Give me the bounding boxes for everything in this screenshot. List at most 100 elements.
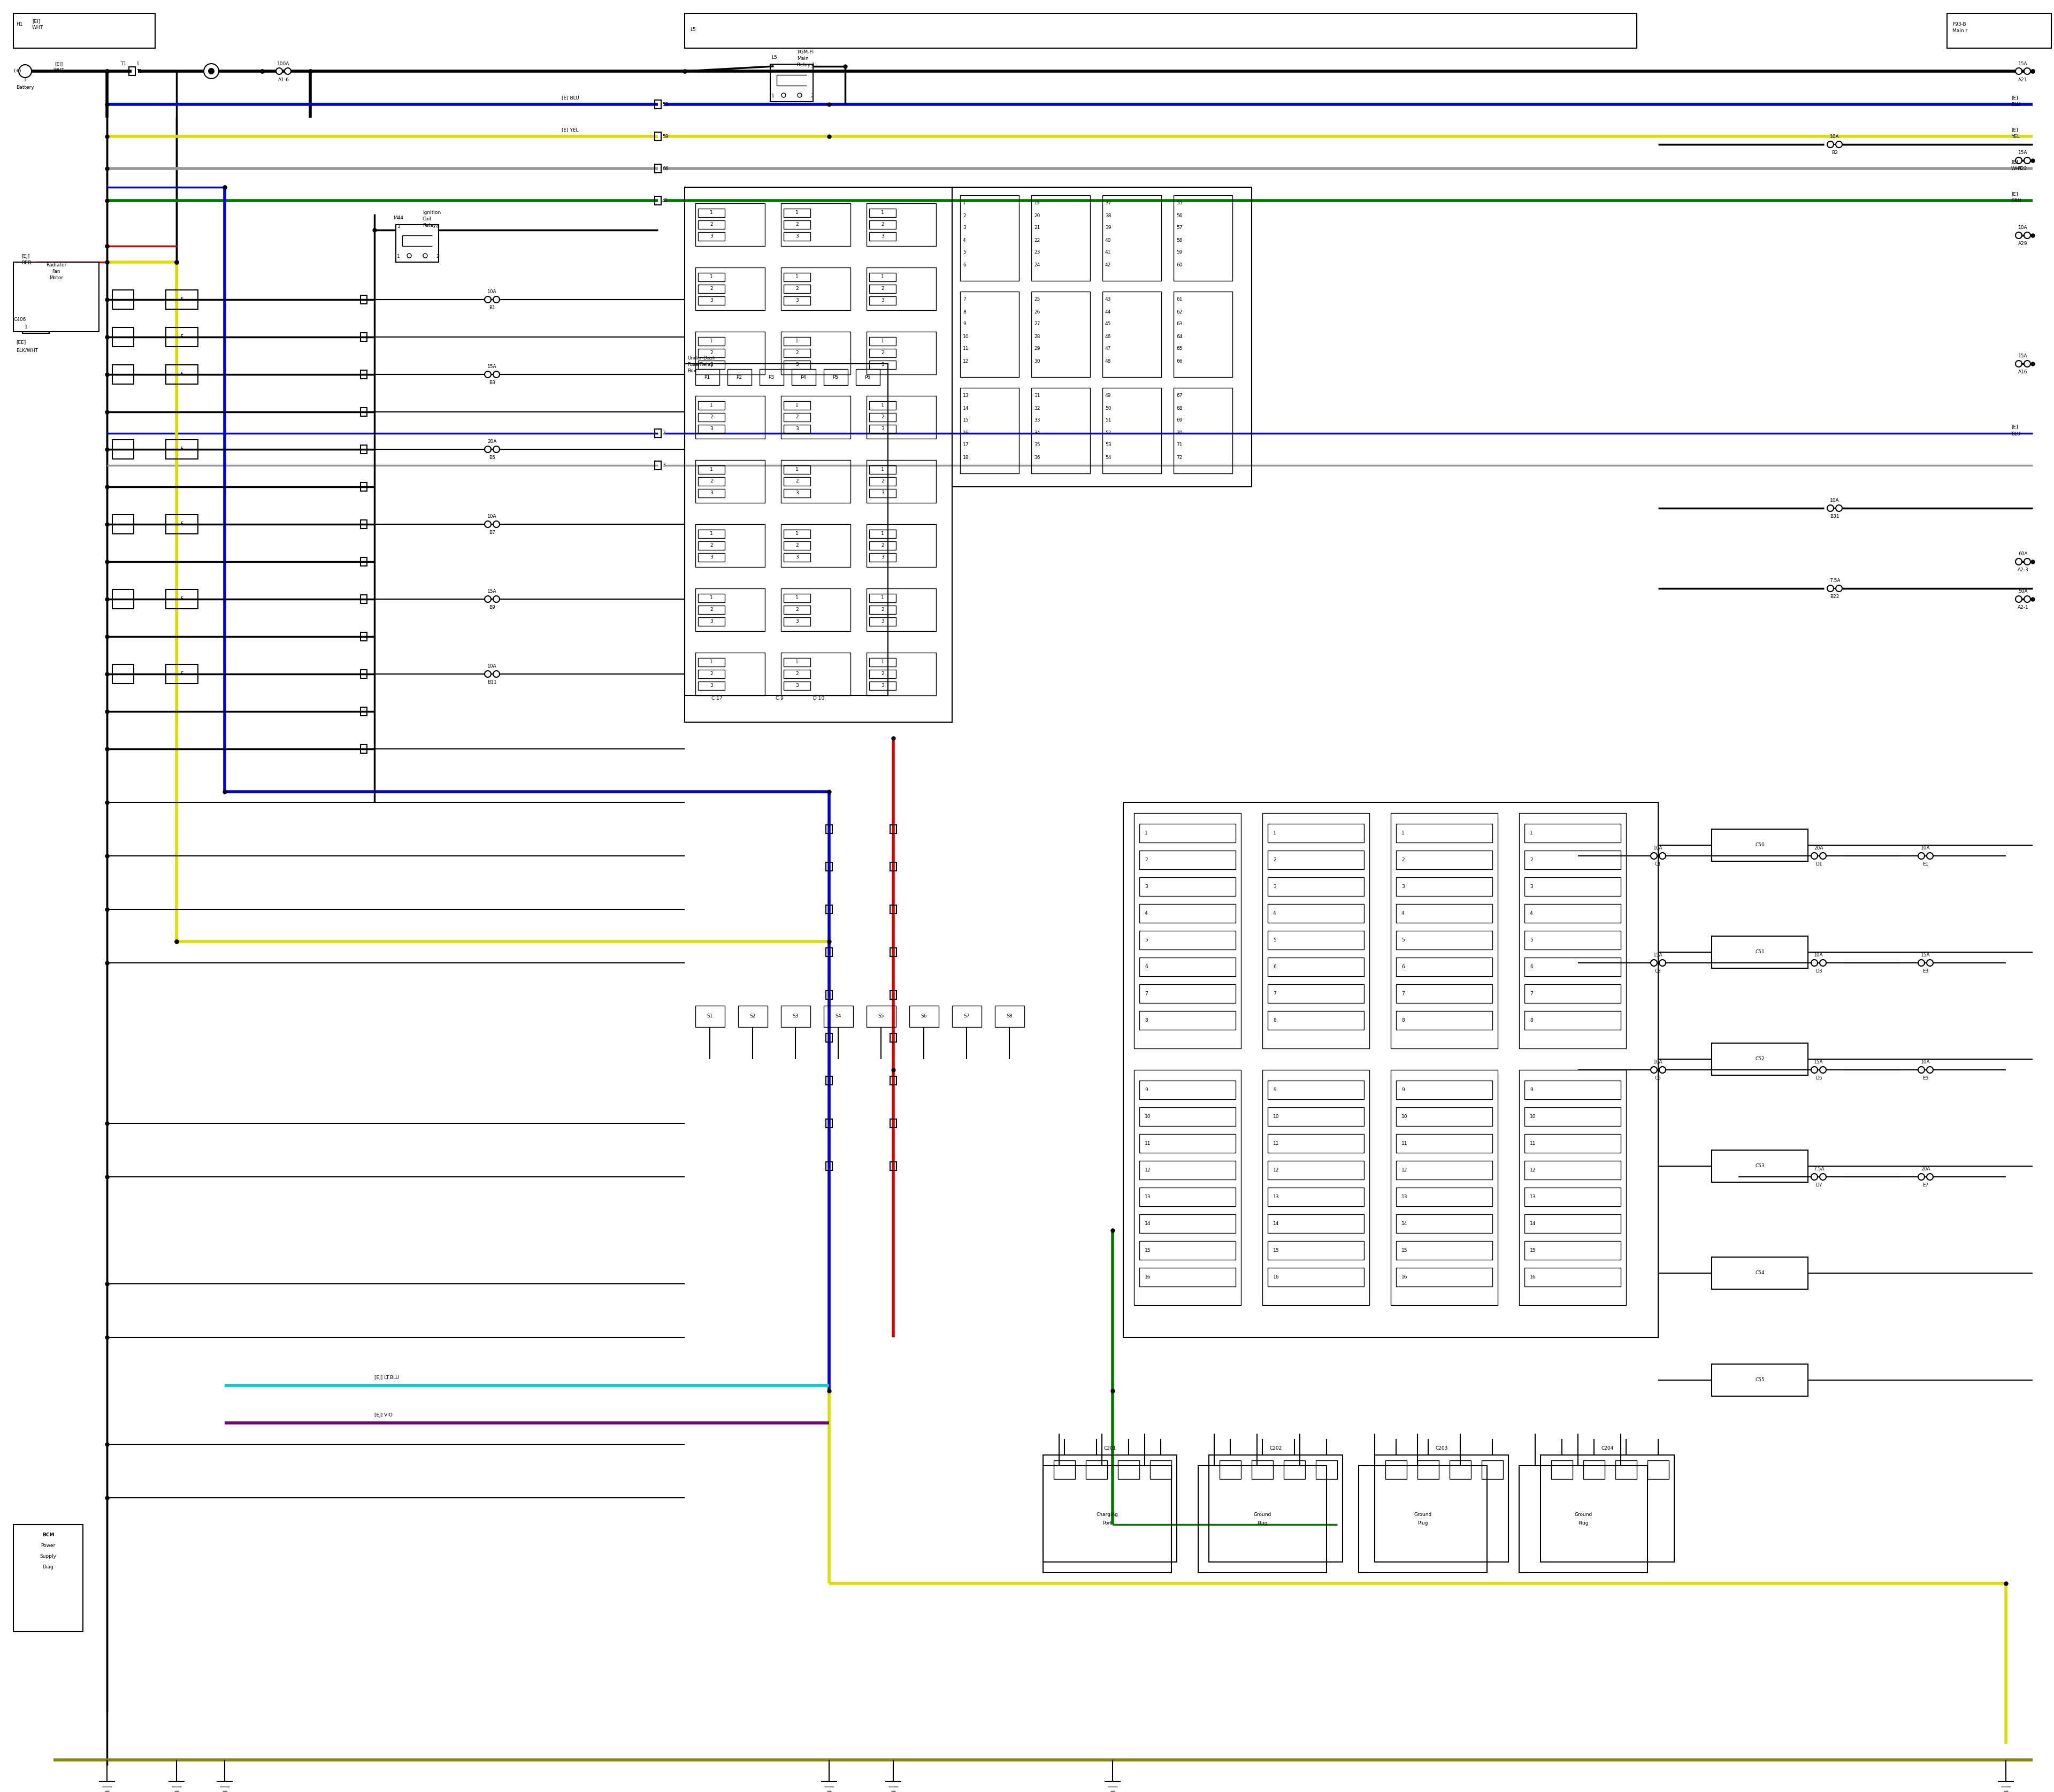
Bar [869,530,896,538]
Circle shape [485,670,491,677]
Bar [824,369,848,385]
Circle shape [1651,1066,1658,1073]
Text: 30: 30 [1033,358,1039,364]
Bar [785,220,811,229]
Text: 10A: 10A [1920,846,1931,851]
Text: 1: 1 [25,324,27,330]
Text: 2: 2 [711,543,713,548]
Text: [E]: [E] [2011,159,2017,165]
Text: 6: 6 [1401,964,1405,969]
Bar [1524,1242,1621,1260]
Text: BCM: BCM [43,1532,53,1538]
Circle shape [493,670,499,677]
Text: 3: 3 [795,556,799,559]
Bar [1140,1134,1237,1152]
Bar [781,652,850,695]
Text: Charging: Charging [1097,1512,1117,1518]
Circle shape [1918,1066,1925,1073]
Text: C52: C52 [1754,1057,1764,1061]
Text: Under-Dash: Under-Dash [688,357,715,360]
Text: 2: 2 [1273,857,1276,862]
Bar [1031,292,1091,376]
Bar [698,541,725,550]
Bar [781,202,850,246]
Bar [785,272,811,281]
Text: Plug: Plug [1417,1521,1428,1525]
Text: 1: 1 [711,210,713,215]
Text: (+): (+) [14,68,21,73]
Circle shape [1918,961,1925,966]
Text: 14: 14 [1401,1220,1407,1226]
Bar [1614,1460,1637,1478]
Bar [1524,1107,1621,1125]
Bar [1397,878,1493,896]
Bar [959,292,1019,376]
Text: 3: 3 [881,362,883,367]
Text: 1: 1 [711,659,713,665]
Text: 3: 3 [1401,883,1405,889]
Text: B7: B7 [489,530,495,536]
Bar [1481,1460,1504,1478]
Text: 2: 2 [881,607,883,613]
Text: P6: P6 [865,375,871,380]
Bar [698,477,725,486]
Text: C51: C51 [1754,950,1764,955]
Bar [785,593,811,602]
Bar [869,658,896,667]
Text: 54: 54 [1105,455,1111,461]
Bar [1140,1188,1237,1206]
Bar [889,1118,896,1127]
Text: 35: 35 [1033,443,1039,448]
Bar [166,290,197,310]
Bar [696,652,764,695]
Bar [959,387,1019,473]
Text: 15: 15 [963,418,969,423]
Bar [113,665,134,683]
Text: Main: Main [797,56,809,61]
Text: [EJ] VIO: [EJ] VIO [374,1412,392,1417]
Circle shape [2015,597,2021,602]
Text: [EJ] LT.BLU: [EJ] LT.BLU [374,1374,398,1380]
Bar [959,195,1019,281]
Text: 4: 4 [435,224,440,229]
Text: 6: 6 [1144,964,1148,969]
Text: P4: P4 [801,375,807,380]
Text: 38: 38 [1105,213,1111,219]
Text: E3: E3 [1923,969,1929,973]
Text: 100A: 100A [277,61,290,66]
Bar [655,133,661,142]
Circle shape [2015,360,2021,367]
Circle shape [1836,142,1842,147]
Text: 1: 1 [1144,830,1148,835]
Bar [869,466,896,473]
Text: B22: B22 [1830,595,1838,599]
Bar [1397,903,1493,923]
Bar [785,530,811,538]
Text: 9: 9 [963,323,965,326]
Bar [869,296,896,305]
Text: 48: 48 [1105,358,1111,364]
Text: 8: 8 [1530,1018,1532,1023]
Bar [1267,1215,1364,1233]
Text: 1: 1 [881,532,883,536]
Text: 53: 53 [1105,443,1111,448]
Bar [1210,1455,1343,1563]
Bar [1031,195,1091,281]
Bar [1267,1188,1364,1206]
Bar [1140,930,1237,950]
Bar [1267,1161,1364,1179]
Bar [785,606,811,615]
Bar [684,186,953,722]
Text: 50A: 50A [2019,590,2027,593]
Bar [1524,1134,1621,1152]
Bar [785,349,811,357]
Text: P1: P1 [705,375,711,380]
Text: C204: C204 [1602,1446,1614,1452]
Text: 60A: 60A [2019,552,2027,557]
Bar [785,670,811,679]
Text: F: F [181,446,183,452]
Text: [EJ]: [EJ] [21,254,29,260]
Text: Coil: Coil [423,217,431,222]
Circle shape [1828,586,1834,591]
Text: 1: 1 [1401,830,1405,835]
